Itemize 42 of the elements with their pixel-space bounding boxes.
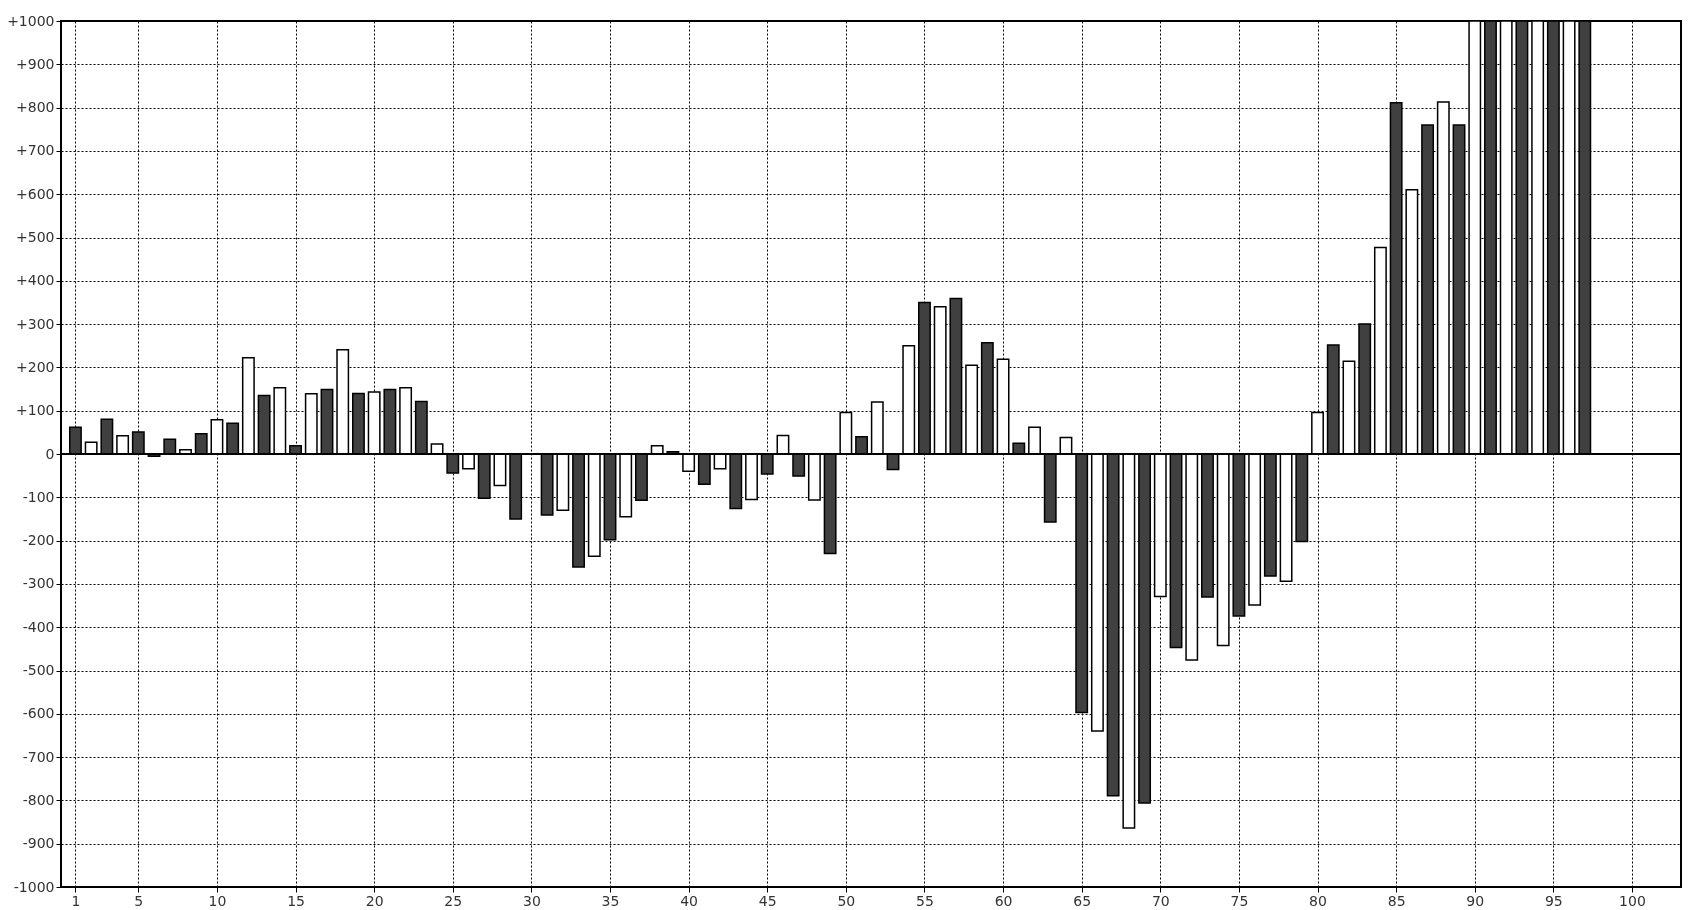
x-tick-label: 85 [1387, 892, 1406, 909]
y-tick-label: 0 [45, 445, 55, 462]
x-tick-label: 30 [522, 892, 541, 909]
y-tick-label: +200 [16, 358, 55, 375]
x-tick-label: 80 [1309, 892, 1327, 909]
x-tick-label: 10 [208, 892, 227, 909]
y-tick-label: -200 [22, 532, 55, 549]
x-tick-label: 70 [1151, 892, 1170, 909]
x-tick-label: 75 [1230, 892, 1249, 909]
y-tick-label: +700 [16, 142, 55, 159]
x-tick-label: 60 [994, 892, 1013, 909]
x-tick-label: 50 [837, 892, 856, 909]
x-tick-label: 55 [916, 892, 934, 909]
y-tick-label: -100 [22, 488, 55, 505]
y-tick-label: +400 [16, 272, 55, 289]
y-tick-label: -500 [22, 662, 55, 678]
x-tick-label: 1 [71, 892, 81, 909]
x-tick-label: 35 [601, 892, 620, 909]
y-tick-label: +600 [16, 185, 55, 202]
y-tick-label: -1000 [13, 878, 55, 895]
y-tick-label: +900 [16, 55, 55, 72]
y-tick-label: -600 [22, 705, 55, 722]
y-tick-label: +1000 [7, 12, 55, 29]
y-tick-label: +300 [16, 315, 55, 332]
x-tick-label: 100 [1619, 892, 1646, 909]
y-tick-label: +100 [16, 402, 55, 419]
y-tick-label: +500 [16, 229, 55, 245]
x-tick-label: 65 [1073, 892, 1092, 909]
x-tick-label: 45 [758, 892, 777, 909]
y-tick-label: +800 [16, 99, 55, 116]
x-tick-label: 25 [444, 892, 463, 909]
y-tick-label: -800 [22, 791, 55, 808]
y-tick-label: -300 [22, 575, 55, 592]
y-tick-label: -700 [22, 748, 55, 765]
x-tick-label: 20 [365, 892, 384, 909]
y-tick-label: -900 [22, 835, 55, 852]
x-tick-label: 95 [1544, 892, 1563, 909]
x-tick-label: 15 [287, 892, 305, 909]
x-tick-label: 5 [134, 892, 144, 909]
x-tick-label: 90 [1466, 892, 1485, 909]
y-tick-label: -400 [22, 618, 55, 635]
x-tick-label: 40 [680, 892, 699, 909]
